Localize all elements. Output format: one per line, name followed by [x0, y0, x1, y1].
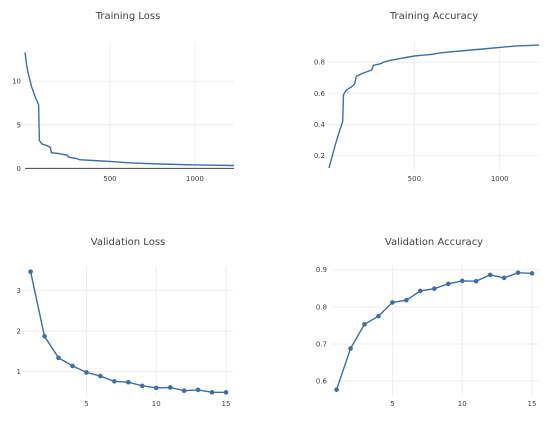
validation-accuracy-x-tick-label: 15	[528, 400, 537, 408]
validation-loss-data-point	[112, 379, 117, 384]
training-loss-x-tick-label: 1000	[186, 175, 204, 183]
validation-loss-data-point	[153, 385, 159, 391]
training-accuracy-y-tick-label: 0.8	[314, 59, 325, 67]
validation-loss-data-point	[42, 333, 47, 339]
validation-loss-x-tick-label: 15	[222, 400, 231, 408]
validation-accuracy-data-point	[348, 346, 353, 351]
validation-loss-data-point	[98, 373, 103, 379]
validation-accuracy-data-point	[334, 387, 339, 392]
validation-loss-series-line	[29, 271, 226, 393]
training-loss-y-tick-label: 0	[17, 165, 21, 173]
validation-loss-x-tick-label: 10	[152, 400, 161, 408]
validation-loss-data-point	[126, 379, 131, 385]
validation-accuracy-data-point	[501, 275, 507, 281]
validation-accuracy-x-tick-label: 10	[458, 400, 467, 408]
validation-loss-data-point	[195, 387, 201, 393]
validation-accuracy-data-point	[418, 288, 423, 294]
validation-loss-y-tick-label: 1	[17, 368, 21, 376]
validation-accuracy-data-point	[459, 278, 465, 284]
training-loss-title: Training Loss	[95, 11, 161, 22]
training-loss-series-line	[24, 52, 235, 167]
validation-accuracy-data-point	[362, 322, 367, 327]
validation-accuracy-y-tick-label: 0.8	[316, 303, 327, 311]
validation-loss-data-point	[70, 363, 75, 369]
validation-accuracy-x-tick-label: 5	[390, 400, 394, 408]
validation-accuracy-data-point	[404, 297, 409, 303]
training-accuracy-title: Training Accuracy	[389, 11, 478, 22]
training-accuracy-x-tick-label: 1000	[491, 175, 509, 183]
training-accuracy-y-tick-label: 0.4	[314, 121, 326, 129]
validation-loss-y-tick-label: 2	[17, 328, 21, 336]
validation-accuracy-data-point	[473, 278, 479, 284]
validation-loss-title: Validation Loss	[91, 237, 166, 248]
validation-accuracy-data-point	[515, 270, 521, 275]
validation-accuracy-data-point	[376, 313, 381, 319]
validation-loss-data-point	[28, 269, 33, 274]
validation-accuracy-data-point	[529, 271, 535, 276]
validation-accuracy-y-tick-label: 0.6	[316, 378, 328, 386]
validation-loss-data-point	[167, 385, 173, 390]
training-accuracy-chart: Training Accuracy 500 1000 0.2 0.4 0.6 0.8	[314, 11, 540, 183]
validation-loss-data-point	[139, 383, 145, 389]
validation-loss-data-point	[56, 355, 61, 361]
validation-loss-data-point	[84, 370, 89, 375]
validation-accuracy-data-point	[487, 272, 493, 278]
training-loss-x-tick-label: 500	[103, 175, 116, 183]
training-accuracy-y-tick-label: 0.2	[314, 152, 325, 160]
validation-accuracy-y-tick-label: 0.7	[316, 341, 327, 349]
training-loss-y-tick-label: 5	[17, 121, 21, 129]
validation-accuracy-data-point	[445, 281, 451, 287]
validation-accuracy-chart: Validation Accuracy 5 10 15 0.6 0.7 0.8 0.9	[316, 237, 539, 408]
validation-loss-data-point	[223, 390, 229, 395]
validation-loss-chart: Validation Loss 5 10 15 1 2 3	[17, 237, 233, 408]
validation-accuracy-data-point	[432, 286, 437, 291]
validation-loss-x-tick-label: 5	[84, 400, 88, 408]
validation-accuracy-data-point	[390, 300, 395, 305]
training-accuracy-y-tick-label: 0.6	[314, 90, 326, 98]
training-loss-y-tick-label: 10	[12, 78, 21, 86]
validation-loss-y-tick-label: 3	[17, 287, 21, 295]
training-accuracy-series-line	[328, 44, 540, 169]
validation-loss-data-point	[181, 388, 187, 394]
validation-accuracy-title: Validation Accuracy	[385, 237, 483, 248]
training-loss-chart: Training Loss 500 1000 0 5 10	[12, 11, 235, 183]
validation-loss-data-point	[209, 390, 215, 395]
training-accuracy-x-tick-label: 500	[408, 175, 421, 183]
validation-accuracy-y-tick-label: 0.9	[316, 266, 327, 274]
